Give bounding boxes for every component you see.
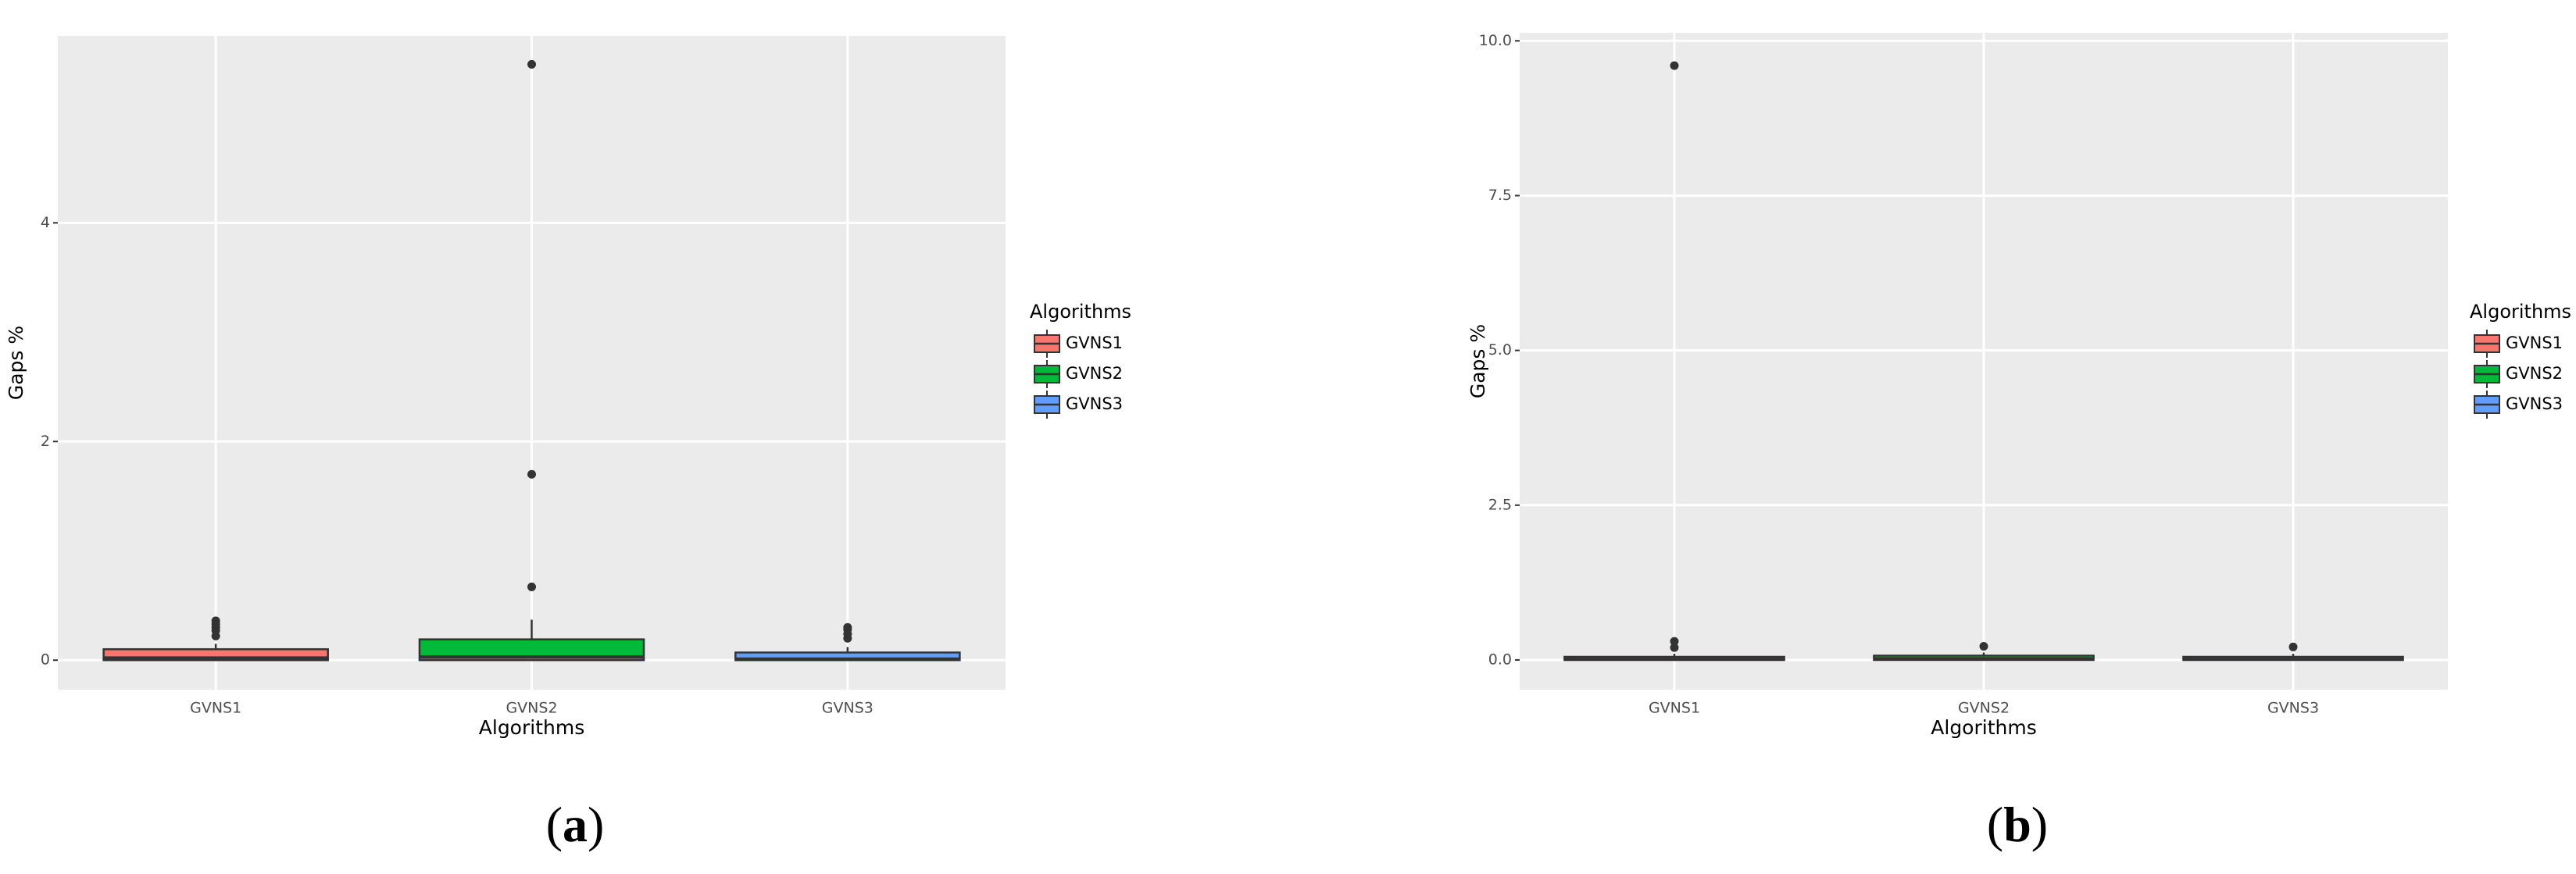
y-tick-label: 0 — [41, 651, 50, 669]
y-tick-label: 4 — [41, 214, 50, 231]
legend-label: GVNS1 — [1066, 334, 1123, 352]
y-tick-label: 5.0 — [1488, 341, 1512, 359]
legend-title: Algorithms — [1030, 301, 1131, 323]
x-axis-title: Algorithms — [1931, 716, 2036, 739]
caption: (b) — [1987, 797, 2048, 852]
legend-label: GVNS2 — [1066, 364, 1123, 383]
x-tick-label: GVNS3 — [2267, 700, 2319, 717]
y-tick-label: 7.5 — [1488, 187, 1512, 204]
y-tick-label: 2 — [41, 433, 50, 450]
outlier — [1670, 637, 1679, 646]
x-tick-label: GVNS2 — [506, 700, 557, 717]
legend-label: GVNS1 — [2506, 334, 2563, 352]
x-tick-label: GVNS2 — [1958, 700, 2010, 717]
x-tick-label: GVNS3 — [822, 700, 874, 717]
y-tick-label: 2.5 — [1488, 496, 1512, 513]
caption: (a) — [546, 797, 605, 852]
legend-title: Algorithms — [2470, 301, 2571, 323]
x-tick-label: GVNS1 — [190, 700, 241, 717]
x-axis-title: Algorithms — [479, 716, 584, 739]
legend-label: GVNS2 — [2506, 364, 2563, 383]
outlier — [527, 469, 536, 479]
outlier — [211, 616, 220, 626]
outlier — [1979, 642, 1988, 651]
y-tick-label: 0.0 — [1488, 651, 1512, 668]
outlier — [843, 623, 852, 632]
legend-label: GVNS3 — [2506, 394, 2563, 413]
y-axis-title: Gaps % — [5, 326, 27, 400]
x-tick-label: GVNS1 — [1649, 700, 1700, 717]
outlier — [527, 59, 536, 69]
outlier — [1670, 61, 1679, 70]
outlier — [1670, 643, 1679, 652]
y-axis-title: Gaps % — [1467, 324, 1489, 398]
legend-label: GVNS3 — [1066, 394, 1123, 413]
y-tick-label: 10.0 — [1479, 32, 1512, 49]
outlier — [527, 582, 536, 591]
outlier — [2288, 642, 2298, 651]
